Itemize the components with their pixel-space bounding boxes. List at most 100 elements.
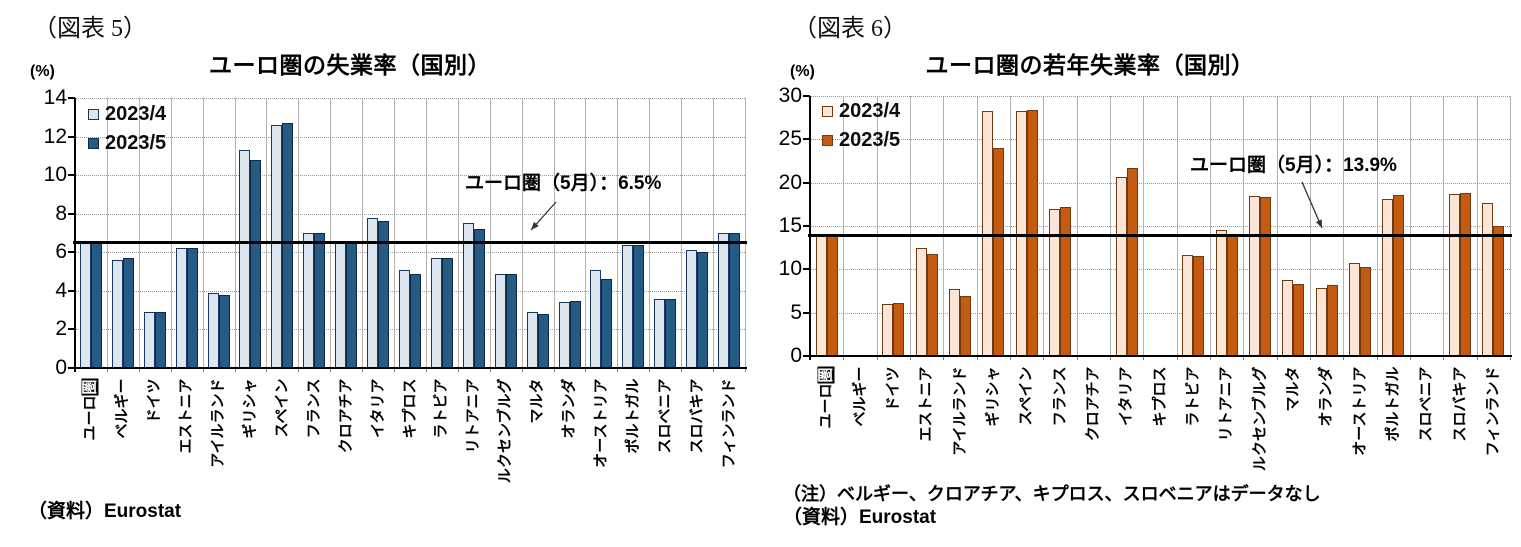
bar-2023/5-アイルランド (218, 294, 230, 368)
y-axis-tick-mark (803, 181, 810, 184)
bar-2023/5-オーストリア (1360, 266, 1371, 356)
bar-2023/5-スロベニア (665, 298, 677, 368)
x-axis-line (73, 367, 747, 369)
bar-2023/5-イタリア (1126, 167, 1138, 356)
bar-2023/4-マルタ (526, 312, 538, 368)
bar-2023/5-ポルトガル (1393, 194, 1405, 356)
bar-2023/4-ポルトガル (1382, 199, 1394, 356)
bar-2023/5-フランス (314, 233, 326, 368)
y-axis-tick-mark (68, 251, 75, 254)
x-axis-tick-mark (1176, 356, 1178, 360)
x-axis-tick-mark (1510, 356, 1511, 360)
x-axis-label-ギリシャ: ギリシャ (984, 366, 1002, 427)
x-axis-label-フィンランド: フィンランド (1484, 366, 1502, 456)
bar-2023/5-ラトビア (441, 258, 453, 368)
figure-5-label: （図表 5） (33, 16, 147, 42)
x-axis-tick-mark (649, 368, 651, 372)
y-axis-tick-mark (68, 97, 75, 99)
highlighted-character: 圏 (81, 378, 99, 396)
x-axis-label-クロアチア: クロアチア (1084, 366, 1102, 441)
y-axis-tick-mark (68, 212, 75, 215)
vertical-gridline (425, 98, 427, 368)
x-axis-label-ドイツ: ドイツ (884, 366, 902, 412)
x-axis-label-スロベニア: スロベニア (656, 378, 674, 454)
bar-2023/4-スペイン (271, 125, 283, 368)
x-axis-label-キプロス: キプロス (401, 378, 418, 439)
bar-2023/5-オランダ (1326, 284, 1338, 356)
y-axis-tick-label: 2 (55, 317, 67, 341)
x-axis-tick-mark (976, 356, 978, 360)
x-axis-label-スペイン: スペイン (273, 378, 291, 437)
vertical-gridline (521, 98, 523, 368)
x-axis-label-ルクセンブルグ: ルクセンブルグ (1251, 366, 1268, 471)
reference-line (808, 234, 1512, 238)
x-axis-tick-mark (1476, 356, 1478, 360)
vertical-gridline (266, 98, 268, 368)
reference-line-annotation: ユーロ圏（5月）：13.9% (1190, 155, 1397, 176)
horizontal-gridline (75, 175, 745, 177)
y-axis-tick-label: 5 (790, 300, 802, 324)
y-axis-tick-mark (803, 311, 810, 314)
bar-2023/5-スペイン (282, 123, 294, 368)
x-axis-label-ポルトガル: ポルトガル (624, 378, 642, 454)
y-axis-tick-label: 0 (55, 356, 67, 379)
legend-label-2023-5: 2023/5 (105, 132, 167, 154)
x-axis-label-リトアニア: リトアニア (464, 378, 482, 453)
y-axis-tick-mark (68, 289, 75, 292)
x-axis-tick-mark (1343, 356, 1345, 360)
bar-2023/5-フランス (1060, 206, 1071, 356)
bar-2023/5-オーストリア (601, 279, 613, 368)
x-axis-tick-mark (1243, 356, 1245, 360)
chart-title-unemployment: ユーロ圏の失業率（国別） (209, 52, 491, 78)
x-axis-label-エストニア: エストニア (917, 366, 935, 442)
vertical-gridline (106, 98, 108, 368)
x-axis-label-ラトビア: ラトビア (432, 378, 450, 439)
vertical-gridline (489, 98, 491, 368)
bar-2023/4-エストニア (175, 248, 187, 368)
bar-2023/4-オランダ (1315, 287, 1327, 356)
bar-2023/5-ベルギー (122, 258, 134, 368)
x-axis-label-イタリア: イタリア (369, 378, 387, 438)
y-axis-line (74, 98, 76, 372)
bar-2023/4-イタリア (367, 217, 379, 368)
horizontal-gridline (810, 139, 1510, 141)
vertical-gridline (457, 98, 459, 368)
bar-2023/4-フランス (303, 233, 315, 368)
bar-2023/5-ポルトガル (633, 244, 645, 368)
highlighted-character: 圏 (817, 366, 835, 384)
horizontal-gridline (75, 213, 745, 215)
x-axis-tick-mark (713, 368, 715, 372)
bar-2023/5-フィンランド (729, 233, 741, 368)
chart-title-youth-unemployment: ユーロ圏の若年失業率（国別） (925, 52, 1255, 78)
figure-6-label: （図表 6） (793, 16, 907, 42)
bar-2023/5-マルタ (1293, 284, 1305, 356)
x-axis-label-キプロス: キプロス (1151, 366, 1168, 427)
bar-2023/5-ルクセンブルグ (1260, 196, 1271, 356)
x-axis-tick-mark (106, 368, 108, 372)
x-axis-tick-mark (843, 356, 845, 360)
bar-2023/5-クロアチア (346, 242, 358, 368)
bar-2023/5-ドイツ (893, 303, 905, 356)
horizontal-gridline (810, 226, 1510, 227)
x-axis-tick-mark (910, 356, 911, 360)
x-axis-tick-mark (362, 368, 364, 372)
y-axis-unit-label: (%) (790, 63, 815, 80)
bar-2023/5-ギリシャ (993, 148, 1005, 356)
vertical-gridline (745, 98, 746, 368)
x-axis-label-イタリア: イタリア (1117, 366, 1135, 426)
x-axis-tick-mark (1276, 356, 1278, 360)
bar-2023/4-イタリア (1115, 176, 1127, 356)
x-axis-label-ベルギー: ベルギー (113, 378, 131, 439)
x-axis-tick-mark (170, 368, 172, 372)
x-axis-line (808, 355, 1512, 357)
vertical-gridline (553, 98, 555, 368)
legend-item-2023-4: 2023/4 (822, 100, 900, 123)
bar-2023/4-キプロス (399, 269, 410, 368)
horizontal-gridline (810, 269, 1510, 271)
x-axis-label-ユーロ圏: ユーロ圏 (81, 378, 99, 441)
y-axis-tick-mark (68, 367, 75, 369)
bar-2023/5-アイルランド (960, 296, 971, 356)
horizontal-gridline (810, 96, 1510, 97)
y-axis-line (809, 96, 811, 360)
bar-2023/5-エストニア (926, 253, 938, 356)
